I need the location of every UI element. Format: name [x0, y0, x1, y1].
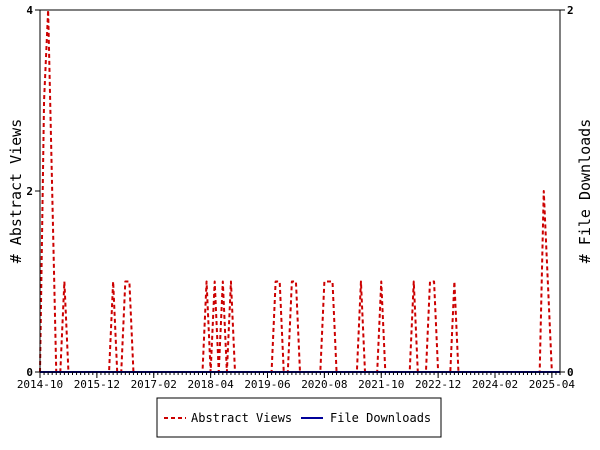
legend-label-file-downloads: File Downloads — [330, 411, 431, 425]
y2-tick-label: 0 — [567, 366, 574, 379]
y-axis-title: # Abstract Views — [7, 119, 25, 264]
plot-area — [40, 10, 560, 372]
y-axis: 0 2 4 0 2 — [26, 4, 573, 379]
x-axis: 2014-10 2015-12 2017-02 2018-04 2019-06 2020-… — [17, 372, 576, 391]
y-tick-label: 0 — [26, 366, 33, 379]
x-tick-label: 2015-12 — [74, 378, 120, 391]
x-tick-label: 2019-06 — [244, 378, 290, 391]
y-tick-label: 4 — [26, 4, 33, 17]
x-tick-label: 2018-04 — [187, 378, 234, 391]
x-tick-label: 2020-08 — [301, 378, 347, 391]
x-tick-label: 2014-10 — [17, 378, 63, 391]
x-tick-label: 2022-12 — [415, 378, 461, 391]
x-tick-label: 2021-10 — [358, 378, 404, 391]
legend: Abstract Views File Downloads — [156, 397, 442, 438]
x-tick-label: 2017-02 — [131, 378, 177, 391]
x-tick-label: 2024-02 — [472, 378, 518, 391]
y2-tick-label: 2 — [567, 4, 574, 17]
legend-box — [156, 397, 442, 438]
y2-axis-title: # File Downloads — [576, 119, 594, 264]
y-tick-label: 2 — [26, 185, 33, 198]
legend-label-abstract-views: Abstract Views — [191, 411, 292, 425]
x-tick-label: 2025-04 — [529, 378, 576, 391]
